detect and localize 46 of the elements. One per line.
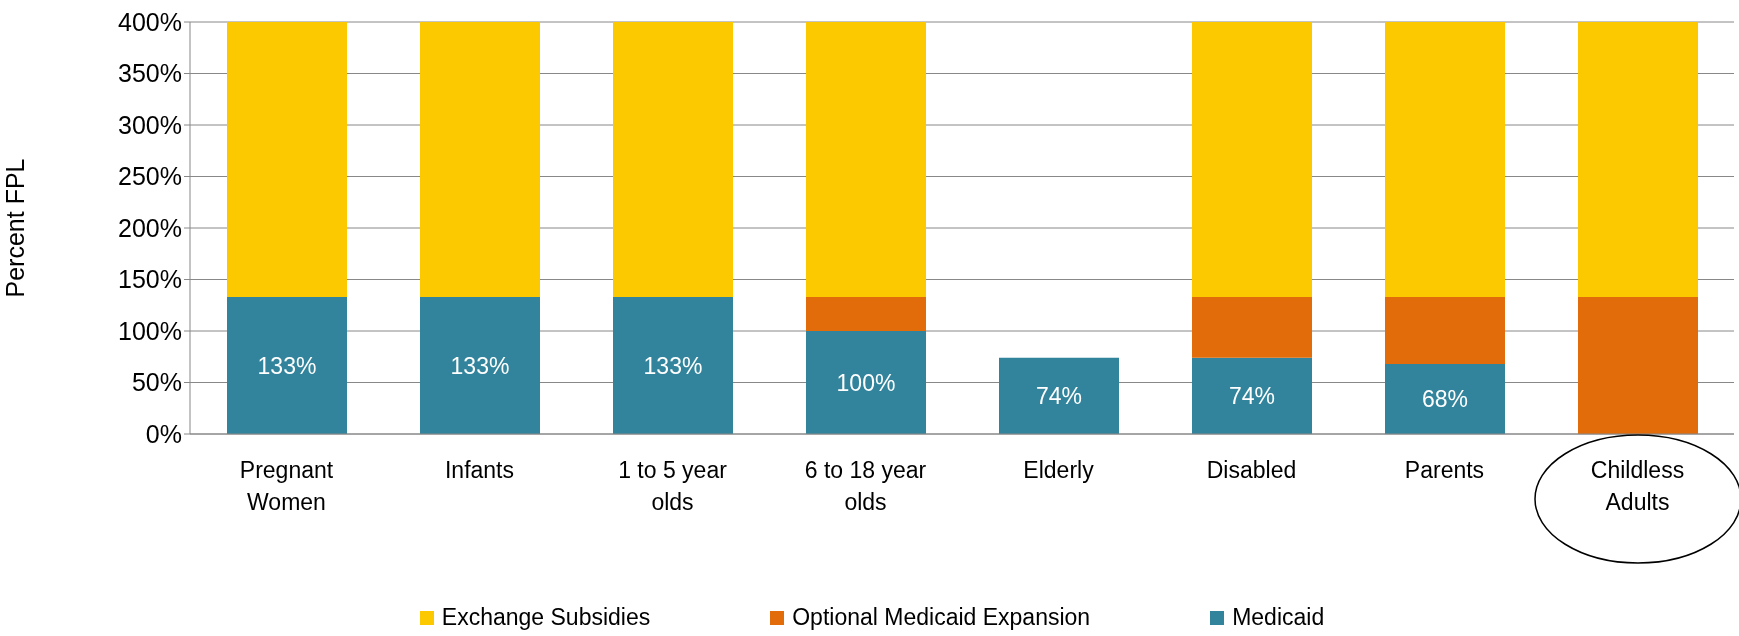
data-label: 68%	[1421, 385, 1469, 412]
y-tick-label: 300%	[118, 110, 182, 139]
bar	[1192, 22, 1312, 298]
bar	[420, 22, 540, 298]
y-tick-label: 250%	[118, 162, 182, 191]
data-label: 100%	[836, 369, 896, 396]
data-label: 74%	[1228, 382, 1276, 409]
x-tick-label: Disabled	[1206, 457, 1297, 483]
bar	[227, 22, 347, 298]
y-tick-label: 150%	[118, 265, 182, 294]
x-tick-label: Parents	[1404, 457, 1485, 483]
bar	[227, 297, 347, 434]
x-tick-label: Pregnant Women	[239, 457, 334, 515]
y-tick-label: 200%	[118, 213, 182, 242]
data-label: 133%	[643, 352, 703, 379]
data-label: 133%	[257, 352, 317, 379]
x-tick-label: 6 to 18 year olds	[804, 457, 927, 515]
x-tick-label: Infants	[444, 457, 515, 483]
bar	[806, 297, 926, 331]
bar	[1578, 22, 1698, 298]
bar	[613, 22, 733, 298]
y-tick-label: 0%	[145, 419, 182, 448]
x-tick-label: Childless Adults	[1590, 457, 1685, 515]
bar	[999, 357, 1119, 434]
bar	[1192, 297, 1312, 358]
data-label: 133%	[450, 352, 510, 379]
x-tick-label: 1 to 5 year olds	[618, 457, 728, 515]
bar	[806, 22, 926, 298]
bar	[1385, 297, 1505, 364]
bar	[613, 297, 733, 434]
y-axis-title: Percent FPL	[0, 158, 29, 298]
legend-label: Optional Medicaid Expansion	[792, 604, 1091, 631]
bar	[1385, 363, 1505, 434]
y-tick-label: 400%	[118, 7, 182, 36]
y-tick-label: 350%	[118, 59, 182, 88]
legend-label: Medicaid	[1232, 604, 1325, 631]
y-tick-label: 50%	[131, 368, 182, 397]
bar	[1192, 357, 1312, 434]
bar	[806, 331, 926, 434]
bar	[1385, 22, 1505, 298]
data-label: 74%	[1035, 382, 1083, 409]
legend-label: Exchange Subsidies	[441, 604, 651, 631]
bar	[1578, 297, 1698, 434]
y-tick-label: 100%	[118, 316, 182, 345]
bar	[420, 297, 540, 434]
x-tick-label: Elderly	[1023, 457, 1095, 483]
